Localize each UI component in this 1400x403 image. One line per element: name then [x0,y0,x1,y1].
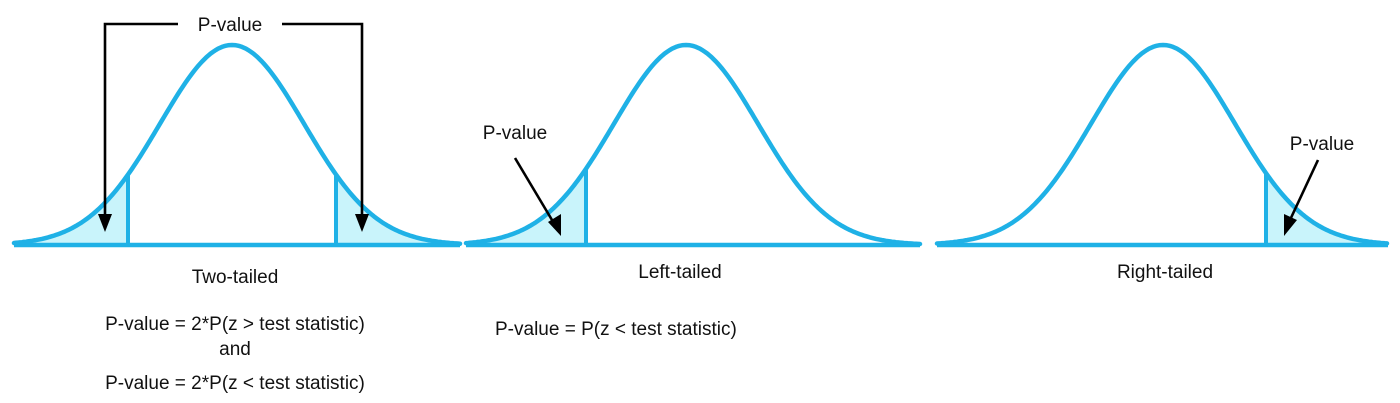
left-pvalue-arrow [103,22,178,218]
arrow-head [548,214,561,236]
normal-curve [11,42,463,246]
arrow-head [1284,214,1297,236]
right-tail-area [1266,173,1388,245]
normal-curve [934,42,1390,246]
left-tail-area [14,174,128,245]
right-arrow-head [355,214,369,232]
panel-title: Left-tailed [638,262,721,283]
panel-left-tailed: P-value Left-tailed P-value = P(z < test… [463,42,923,340]
pvalue-arrow [513,157,554,221]
formula-line: and [219,339,251,360]
formula-line: P-value = 2*P(z < test statistic) [105,373,365,394]
panel-title: Right-tailed [1117,262,1213,283]
normal-curve [463,42,923,247]
formula-line: P-value = 2*P(z > test statistic) [105,314,365,335]
right-pvalue-arrow [282,22,364,218]
pvalue-label: P-value [198,15,262,36]
right-tail-area [336,174,460,245]
panel-two-tailed: P-value Two-tailed P-value = 2*P(z > tes… [11,15,463,394]
left-tail-area [466,168,586,245]
left-arrow-head [98,214,112,232]
panel-title: Two-tailed [192,267,279,288]
pvalue-label: P-value [483,123,547,144]
formula-line: P-value = P(z < test statistic) [495,319,737,340]
panel-right-tailed: P-value Right-tailed [934,42,1390,283]
pvalue-label: P-value [1290,134,1354,155]
pvalue-arrow [1288,159,1320,221]
